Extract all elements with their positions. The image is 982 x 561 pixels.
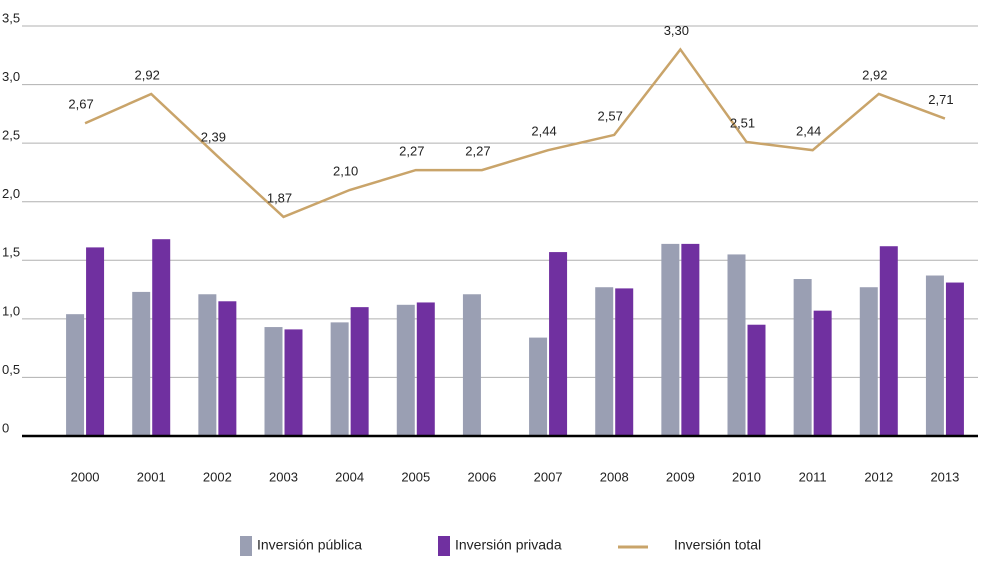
bar — [945, 282, 964, 436]
bar — [66, 314, 85, 436]
data-label: 2,44 — [796, 124, 821, 139]
y-tick-label: 0,5 — [2, 362, 20, 377]
y-tick-label: 2,0 — [2, 186, 20, 201]
bar — [416, 302, 435, 436]
legend-swatch — [240, 536, 252, 556]
data-label: 2,51 — [730, 115, 755, 130]
bar — [350, 307, 369, 436]
y-tick-label: 3,5 — [2, 10, 20, 25]
legend-swatch — [438, 536, 450, 556]
bar — [396, 304, 415, 436]
legend-label: Inversión total — [674, 537, 761, 553]
x-tick-label: 2009 — [666, 469, 695, 484]
bar — [462, 294, 481, 436]
data-label: 2,57 — [598, 108, 623, 123]
bar — [747, 324, 766, 436]
legend-label: Inversión privada — [455, 537, 562, 553]
y-tick-label: 3,0 — [2, 69, 20, 84]
bar — [661, 243, 680, 436]
x-tick-label: 2006 — [467, 469, 496, 484]
bar — [152, 239, 171, 436]
data-label: 2,27 — [399, 144, 424, 159]
data-label: 2,92 — [135, 67, 160, 82]
legend-label: Inversión pública — [257, 537, 362, 553]
bar — [859, 287, 878, 436]
bar — [218, 301, 237, 436]
data-label: 1,87 — [267, 190, 292, 205]
data-label: 2,39 — [201, 129, 226, 144]
x-tick-label: 2011 — [799, 469, 827, 484]
bar — [284, 329, 303, 436]
bar — [198, 294, 217, 436]
data-label: 2,71 — [928, 92, 953, 107]
data-label: 2,92 — [862, 67, 887, 82]
data-label: 2,10 — [333, 163, 358, 178]
line — [84, 47, 946, 219]
x-tick-label: 2002 — [203, 469, 232, 484]
bar — [727, 254, 746, 436]
x-tick-label: 2005 — [401, 469, 430, 484]
bar — [879, 246, 898, 436]
bar — [595, 287, 614, 436]
y-tick-label: 1,5 — [2, 245, 20, 260]
bar — [793, 279, 812, 436]
data-label: 2,44 — [531, 124, 556, 139]
bar — [529, 337, 548, 436]
bar — [813, 310, 832, 436]
y-tick-label: 2,5 — [2, 128, 20, 143]
bar — [132, 291, 151, 436]
y-tick-label: 0 — [2, 420, 9, 435]
x-tick-label: 2000 — [71, 469, 100, 484]
data-label: 2,27 — [465, 144, 490, 159]
x-tick-label: 2012 — [864, 469, 893, 484]
bar — [615, 288, 634, 436]
data-label: 2,67 — [68, 97, 93, 112]
data-label: 3,30 — [664, 23, 689, 38]
x-tick-label: 2007 — [534, 469, 563, 484]
x-tick-label: 2010 — [732, 469, 761, 484]
bar — [925, 275, 944, 436]
bar — [264, 327, 283, 436]
x-tick-label: 2008 — [600, 469, 629, 484]
bar — [549, 252, 568, 436]
x-tick-label: 2001 — [137, 469, 166, 484]
bar — [330, 322, 349, 436]
x-tick-label: 2003 — [269, 469, 298, 484]
y-tick-label: 1,0 — [2, 303, 20, 318]
x-tick-label: 2004 — [335, 469, 364, 484]
bar — [681, 243, 700, 436]
bar — [86, 247, 105, 436]
x-tick-label: 2013 — [930, 469, 959, 484]
